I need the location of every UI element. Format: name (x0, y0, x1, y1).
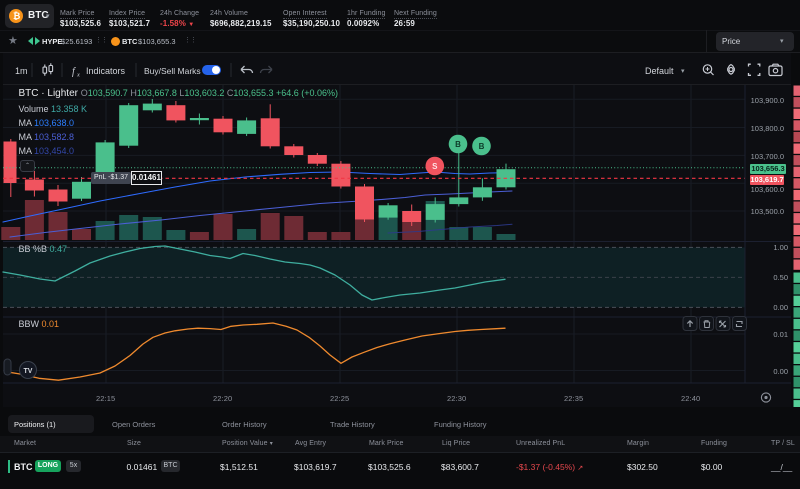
svg-text:B: B (479, 142, 485, 151)
svg-text:x: x (76, 72, 80, 79)
svg-text:S: S (432, 162, 438, 171)
svg-text:TV: TV (24, 368, 33, 375)
svg-text:f: f (72, 67, 76, 78)
svg-text:B: B (455, 140, 461, 149)
